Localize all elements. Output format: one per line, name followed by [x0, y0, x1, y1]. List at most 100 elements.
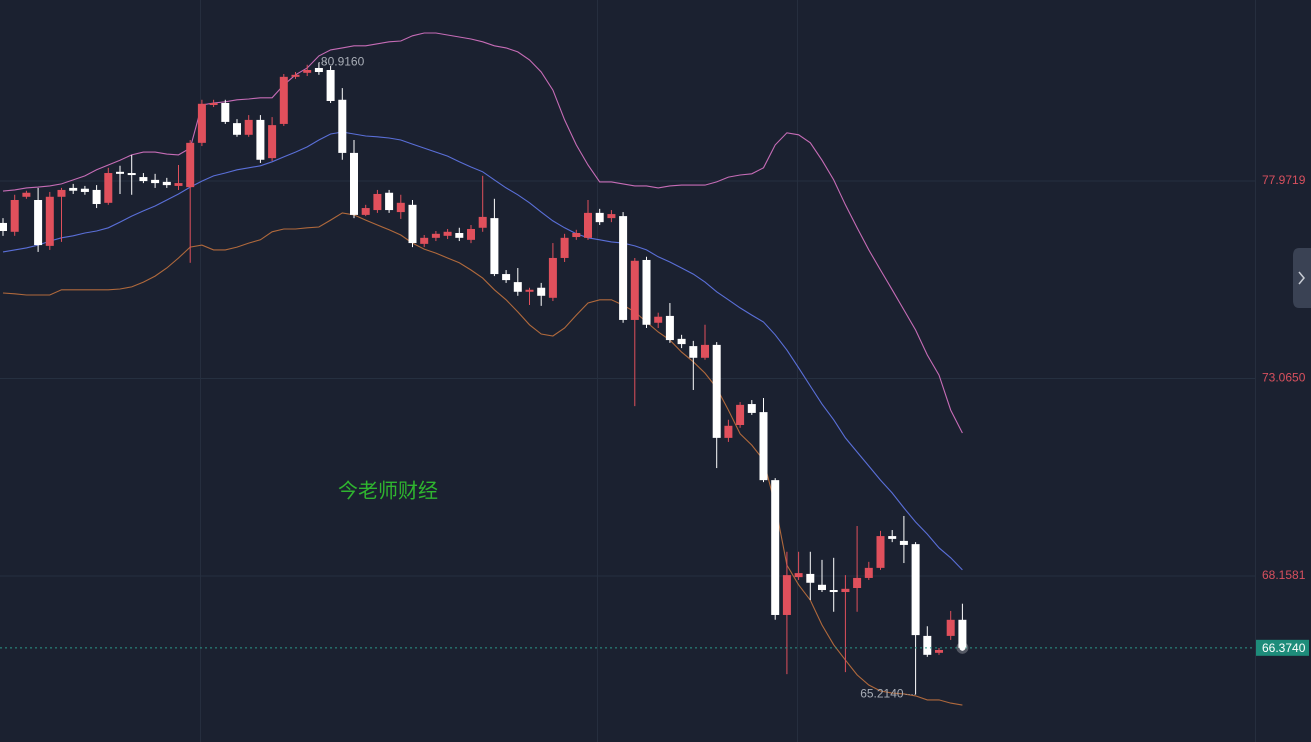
band-line	[2, 131, 963, 571]
candle-body	[736, 404, 745, 425]
candle-body	[818, 584, 826, 591]
min-annotation: 65.2140	[860, 687, 904, 701]
side-tab-bg[interactable]	[1293, 248, 1311, 308]
candle-body	[794, 573, 803, 578]
candle-body	[899, 540, 908, 545]
candle-body	[127, 173, 136, 176]
candle-body	[665, 315, 674, 341]
candle-body	[22, 192, 31, 197]
candle-body	[291, 74, 300, 77]
candle-body	[689, 346, 698, 358]
candle-body	[478, 216, 487, 228]
candle-body	[537, 287, 546, 296]
candle-body	[303, 69, 312, 73]
candle-body	[116, 171, 124, 174]
candle-body	[92, 189, 101, 205]
candle-body	[326, 69, 335, 101]
y-tick-label: 68.1581	[1262, 568, 1306, 582]
candle-body	[314, 67, 323, 73]
max-annotation: 80.9160	[321, 55, 365, 69]
candle-body	[244, 119, 253, 135]
candle-body	[759, 412, 768, 481]
candle-body	[864, 567, 873, 578]
candle-body	[888, 536, 897, 539]
side-tab-chevron[interactable]	[1298, 271, 1305, 285]
band-line	[2, 32, 963, 434]
candle-body	[911, 544, 920, 636]
candle-body	[958, 619, 967, 648]
candle-body	[34, 199, 43, 246]
candle-body	[69, 187, 78, 191]
candle-body	[57, 189, 66, 197]
candle-body	[431, 233, 440, 238]
candle-body	[525, 289, 534, 292]
candle-body	[467, 228, 475, 240]
candle-body	[853, 577, 862, 589]
candle-body	[619, 216, 628, 320]
candle-body	[771, 480, 780, 615]
candle-body	[373, 193, 382, 211]
candle-body	[256, 119, 265, 160]
candle-body	[560, 237, 569, 258]
candle-body	[490, 218, 499, 275]
candle-body	[607, 214, 616, 219]
candle-body	[806, 573, 815, 583]
candle-body	[408, 204, 417, 244]
y-tick-label: 77.9719	[1262, 173, 1306, 187]
candle-body	[443, 231, 452, 236]
grid-layer	[0, 180, 1255, 577]
candle-body	[268, 125, 277, 159]
candle-body	[104, 173, 113, 203]
candle-body	[0, 222, 7, 231]
candle-body	[677, 338, 686, 345]
candle-body	[151, 179, 160, 184]
candle-layer	[0, 62, 967, 695]
candle-body	[701, 344, 709, 358]
candle-body	[80, 188, 89, 192]
last-price-label: 66.3740	[1262, 641, 1306, 655]
candle-body	[923, 635, 932, 655]
candle-body	[174, 183, 183, 186]
candle-body	[233, 123, 241, 135]
band-layer	[2, 32, 963, 706]
candle-body	[712, 344, 721, 438]
candle-body	[654, 316, 663, 323]
candle-body	[747, 404, 756, 413]
candle-body	[186, 142, 195, 188]
candle-body	[279, 76, 288, 124]
candle-body	[876, 536, 885, 568]
last-price-box	[1256, 639, 1309, 656]
candle-body	[385, 192, 394, 211]
candle-body	[642, 259, 651, 325]
candle-body	[572, 233, 581, 238]
last-point	[959, 644, 966, 651]
candle-body	[548, 257, 557, 298]
candle-body	[338, 99, 347, 153]
candle-body	[350, 152, 358, 215]
band-line	[2, 212, 963, 706]
candle-body	[396, 202, 405, 213]
candle-body	[45, 196, 54, 246]
candle-body	[630, 260, 639, 320]
candle-body	[841, 588, 850, 593]
candle-body	[197, 103, 206, 143]
candle-body	[946, 619, 955, 636]
candle-body	[361, 208, 370, 215]
candle-body	[221, 102, 230, 122]
y-tick-label: 73.0650	[1262, 371, 1306, 385]
label-layer: 77.9719 73.0650 68.1581 80.9160 65.2140 66.37…	[0, 55, 1309, 701]
watermark: 今老师财经	[338, 479, 438, 502]
candle-body	[724, 425, 733, 438]
candle-body	[455, 233, 464, 238]
candle-body	[935, 649, 943, 653]
candle-body	[513, 282, 522, 292]
candle-body	[420, 237, 429, 244]
candle-body	[584, 212, 592, 238]
side-tab[interactable]	[1293, 248, 1311, 308]
candle-body	[782, 575, 791, 615]
candle-body	[10, 199, 19, 232]
candle-body	[139, 177, 148, 182]
